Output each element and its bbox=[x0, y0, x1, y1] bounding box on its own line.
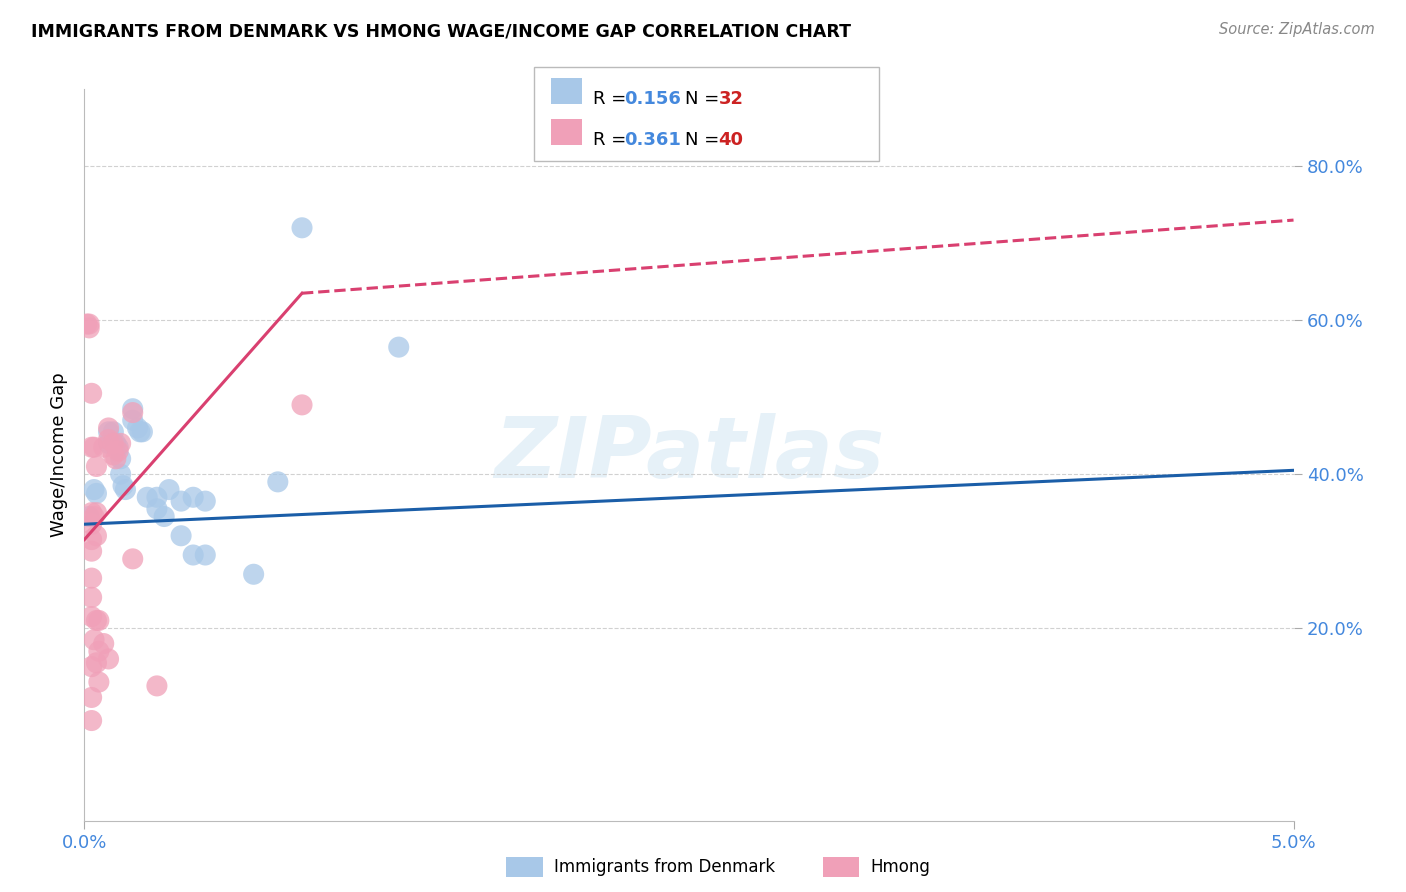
Point bbox=[103, 425, 125, 439]
Point bbox=[77, 509, 100, 524]
Point bbox=[121, 413, 143, 427]
Point bbox=[103, 448, 125, 462]
Text: R =: R = bbox=[593, 131, 633, 149]
Y-axis label: Wage/Income Gap: Wage/Income Gap bbox=[49, 373, 67, 537]
Text: Source: ZipAtlas.com: Source: ZipAtlas.com bbox=[1219, 22, 1375, 37]
Point bbox=[104, 436, 127, 450]
Text: Hmong: Hmong bbox=[870, 858, 931, 876]
Text: N =: N = bbox=[685, 131, 724, 149]
Point bbox=[80, 714, 103, 728]
Point bbox=[86, 656, 108, 670]
Point bbox=[97, 436, 120, 450]
Point bbox=[112, 479, 135, 493]
Point bbox=[80, 544, 103, 558]
Point bbox=[83, 509, 105, 524]
Text: 32: 32 bbox=[718, 90, 744, 108]
Point bbox=[80, 517, 103, 532]
Point bbox=[97, 652, 120, 666]
Point bbox=[388, 340, 411, 354]
Point bbox=[103, 436, 125, 450]
Point bbox=[131, 425, 153, 439]
Point bbox=[127, 421, 149, 435]
Point bbox=[86, 529, 108, 543]
Point bbox=[86, 506, 108, 520]
Point bbox=[114, 483, 136, 497]
Point bbox=[97, 433, 120, 447]
Point bbox=[121, 406, 143, 420]
Point bbox=[194, 494, 217, 508]
Point bbox=[80, 506, 103, 520]
Point bbox=[80, 591, 103, 605]
Point bbox=[267, 475, 290, 489]
Point bbox=[157, 483, 180, 497]
Point bbox=[107, 440, 129, 454]
Point bbox=[136, 490, 159, 504]
Point bbox=[104, 451, 127, 466]
Point bbox=[77, 321, 100, 335]
Point bbox=[87, 614, 110, 628]
Text: R =: R = bbox=[593, 90, 633, 108]
Point bbox=[170, 529, 193, 543]
Point bbox=[77, 317, 100, 331]
Point bbox=[86, 459, 108, 474]
Point bbox=[97, 421, 120, 435]
Point bbox=[87, 675, 110, 690]
Point bbox=[93, 440, 115, 454]
Point bbox=[97, 425, 120, 439]
Point bbox=[121, 401, 143, 416]
Point bbox=[121, 552, 143, 566]
Point bbox=[110, 436, 132, 450]
Text: 0.361: 0.361 bbox=[624, 131, 681, 149]
Text: ZIPatlas: ZIPatlas bbox=[494, 413, 884, 497]
Point bbox=[80, 386, 103, 401]
Text: Immigrants from Denmark: Immigrants from Denmark bbox=[554, 858, 775, 876]
Point bbox=[80, 440, 103, 454]
Point bbox=[80, 533, 103, 547]
Point bbox=[86, 614, 108, 628]
Point bbox=[181, 490, 204, 504]
Point bbox=[194, 548, 217, 562]
Point bbox=[291, 220, 314, 235]
Text: 40: 40 bbox=[718, 131, 744, 149]
Point bbox=[87, 644, 110, 658]
Point bbox=[242, 567, 264, 582]
Point bbox=[181, 548, 204, 562]
Text: 0.156: 0.156 bbox=[624, 90, 681, 108]
Point bbox=[93, 636, 115, 650]
Point bbox=[80, 690, 103, 705]
Point bbox=[153, 509, 176, 524]
Point bbox=[86, 486, 108, 500]
Point bbox=[146, 501, 169, 516]
Point bbox=[80, 571, 103, 585]
Text: IMMIGRANTS FROM DENMARK VS HMONG WAGE/INCOME GAP CORRELATION CHART: IMMIGRANTS FROM DENMARK VS HMONG WAGE/IN… bbox=[31, 22, 851, 40]
Point bbox=[110, 467, 132, 482]
Point bbox=[83, 440, 105, 454]
Point bbox=[107, 444, 129, 458]
Point bbox=[80, 659, 103, 673]
Point bbox=[146, 490, 169, 504]
Point bbox=[83, 483, 105, 497]
Point bbox=[146, 679, 169, 693]
Point bbox=[170, 494, 193, 508]
Point bbox=[129, 425, 152, 439]
Point bbox=[83, 632, 105, 647]
Point bbox=[110, 451, 132, 466]
Point bbox=[80, 609, 103, 624]
Text: N =: N = bbox=[685, 90, 724, 108]
Point bbox=[76, 317, 98, 331]
Point bbox=[291, 398, 314, 412]
